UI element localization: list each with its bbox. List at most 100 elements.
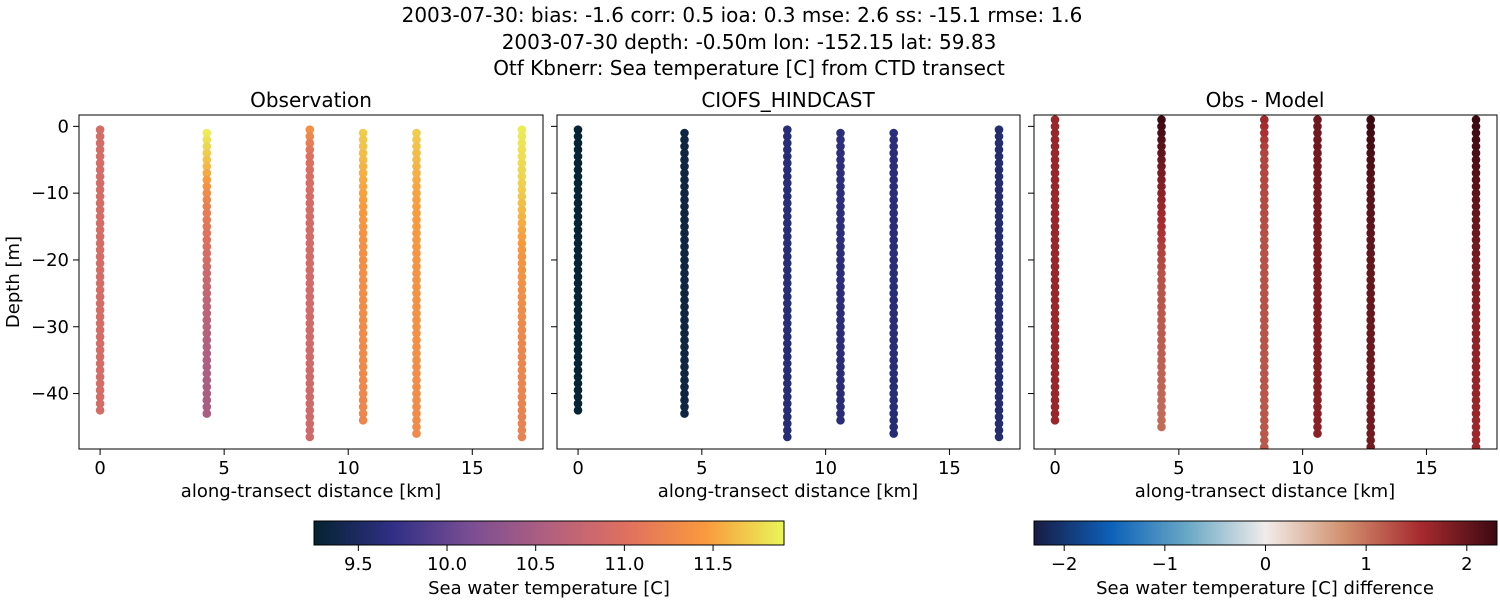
data-point xyxy=(1366,315,1375,325)
data-point xyxy=(1471,135,1481,144)
data-point xyxy=(358,148,368,158)
station-5 xyxy=(1366,115,1375,449)
data-point xyxy=(680,402,689,412)
data-point xyxy=(412,235,421,245)
data-point xyxy=(412,135,421,144)
data-point xyxy=(358,275,368,285)
data-point xyxy=(412,128,421,138)
data-point xyxy=(1313,182,1322,191)
data-point xyxy=(889,382,898,392)
data-point xyxy=(889,262,898,271)
data-point xyxy=(783,339,792,348)
data-point xyxy=(358,362,368,372)
data-point xyxy=(1050,142,1060,151)
data-point xyxy=(517,299,527,308)
data-point xyxy=(358,282,368,292)
data-point xyxy=(305,299,315,308)
data-point xyxy=(1260,289,1269,298)
data-point xyxy=(358,409,368,418)
data-point xyxy=(95,158,105,168)
data-point xyxy=(680,195,689,205)
data-point xyxy=(783,365,792,375)
data-point xyxy=(1157,182,1166,191)
data-point xyxy=(1050,362,1060,372)
data-point xyxy=(358,175,368,185)
colorbar-tick-label: 1 xyxy=(1360,554,1371,575)
data-point xyxy=(994,285,1004,295)
data-point xyxy=(836,282,845,292)
data-point xyxy=(994,312,1004,322)
colorbar-tick-label: −2 xyxy=(1051,554,1078,575)
data-point xyxy=(517,185,527,195)
data-point xyxy=(1313,222,1322,231)
data-point xyxy=(573,138,583,148)
data-point xyxy=(202,282,212,292)
data-point xyxy=(305,406,315,415)
data-point xyxy=(680,335,689,345)
data-point xyxy=(1471,416,1481,425)
station-2 xyxy=(202,128,212,418)
data-point xyxy=(1260,429,1269,438)
data-point xyxy=(573,385,583,395)
data-point xyxy=(517,259,527,268)
data-point xyxy=(1471,228,1481,238)
data-point xyxy=(517,198,527,208)
data-point xyxy=(1260,335,1269,345)
data-point xyxy=(680,222,689,231)
data-point xyxy=(305,432,315,442)
data-point xyxy=(573,406,583,415)
station-3 xyxy=(1260,115,1269,449)
data-point xyxy=(1366,242,1375,251)
data-point xyxy=(517,265,527,275)
data-point xyxy=(202,215,212,225)
data-point xyxy=(836,255,845,265)
data-point xyxy=(202,269,212,278)
data-point xyxy=(1366,255,1375,265)
data-point xyxy=(305,292,315,302)
data-point xyxy=(680,302,689,312)
data-point xyxy=(573,165,583,175)
data-point xyxy=(202,335,212,345)
data-point xyxy=(680,389,689,398)
x-tick-label: 15 xyxy=(938,458,961,479)
data-point xyxy=(1366,128,1375,138)
data-point xyxy=(573,285,583,295)
data-point xyxy=(1157,228,1166,238)
colorbar-tick-label: 10.0 xyxy=(427,554,467,575)
data-point xyxy=(889,416,898,425)
data-point xyxy=(573,319,583,328)
data-point xyxy=(358,255,368,265)
data-point xyxy=(305,319,315,328)
data-point xyxy=(994,145,1004,154)
colorbar-tick-label: 9.5 xyxy=(344,554,373,575)
data-point xyxy=(95,165,105,175)
data-point xyxy=(1313,235,1322,245)
data-point xyxy=(95,172,105,181)
data-point xyxy=(994,305,1004,315)
data-point xyxy=(994,225,1004,235)
data-point xyxy=(202,135,212,144)
data-point xyxy=(994,178,1004,188)
data-point xyxy=(1050,416,1060,425)
data-point xyxy=(889,182,898,191)
data-point xyxy=(412,142,421,151)
data-point xyxy=(358,349,368,358)
data-point xyxy=(517,406,527,415)
data-point xyxy=(1157,375,1166,385)
data-point xyxy=(783,372,792,382)
data-point xyxy=(95,259,105,268)
data-point xyxy=(517,285,527,295)
data-point xyxy=(680,369,689,378)
data-point xyxy=(1471,295,1481,305)
data-point xyxy=(889,175,898,185)
data-point xyxy=(305,232,315,241)
data-point xyxy=(1157,255,1166,265)
data-point xyxy=(517,432,527,442)
data-point xyxy=(358,315,368,325)
data-point xyxy=(994,232,1004,241)
data-point xyxy=(836,162,845,171)
data-point xyxy=(1260,168,1269,178)
data-point xyxy=(836,315,845,325)
data-point xyxy=(994,259,1004,268)
station-6 xyxy=(1471,115,1481,449)
